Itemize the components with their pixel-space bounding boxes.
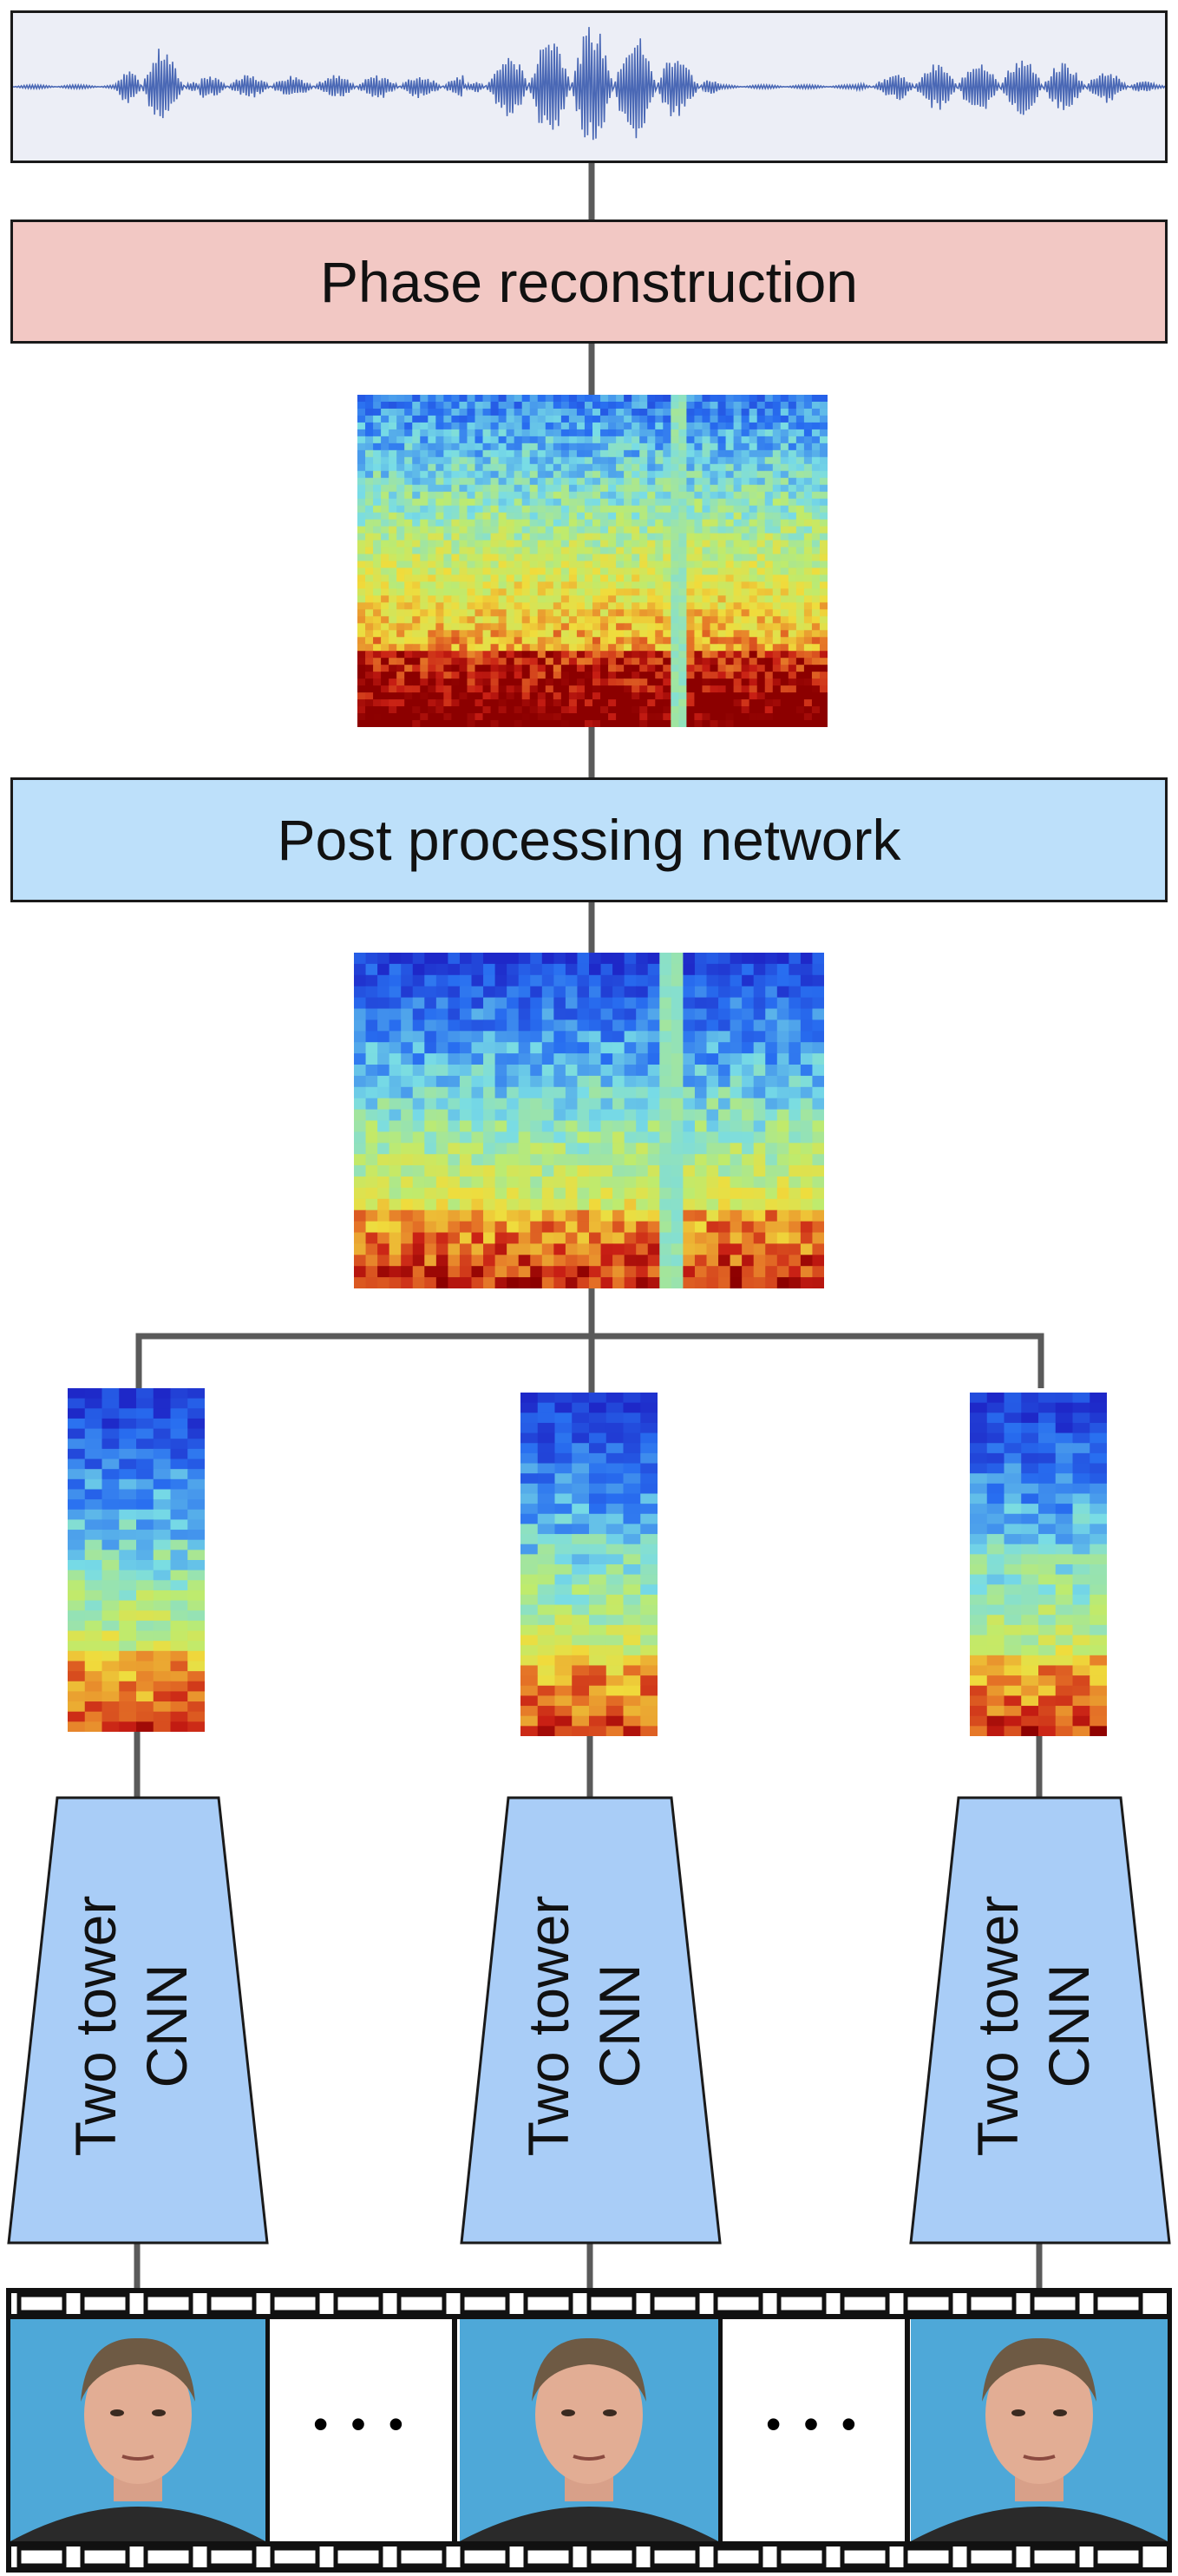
audio-waveform: [13, 27, 1165, 141]
tower-trapezoid-1: [7, 1796, 269, 2245]
tower-trapezoid-3: [909, 1796, 1171, 2245]
sprocket-hole: [80, 2546, 130, 2568]
sprocket-hole: [1030, 2546, 1080, 2568]
sprocket-hole: [16, 2546, 67, 2568]
sprocket-hole: [1030, 2292, 1080, 2315]
sprocket-hole: [776, 2292, 827, 2315]
sprocket-hole: [966, 2546, 1017, 2568]
sprocket-hole: [460, 2292, 510, 2315]
tower-trapezoid-2: [460, 1796, 722, 2245]
mel-spectrogram: [354, 953, 824, 1288]
output-spectrogram: [357, 395, 828, 727]
sprocket-hole: [16, 2292, 67, 2315]
spectrogram-chunk-1: [68, 1388, 205, 1732]
sprocket-hole: [650, 2292, 700, 2315]
ellipsis-1: • • •: [312, 2400, 409, 2448]
sprocket-hole: [460, 2546, 510, 2568]
waveform-trace: [13, 27, 1165, 141]
sprocket-hole: [713, 2292, 763, 2315]
sprocket-hole: [586, 2546, 637, 2568]
video-frame-face-3: [911, 2319, 1168, 2541]
sprocket-hole: [206, 2292, 257, 2315]
phase-reconstruction-block: Phase reconstruction: [10, 220, 1168, 344]
ellipsis-2: • • •: [765, 2400, 862, 2448]
sprocket-hole: [206, 2546, 257, 2568]
sprocket-hole: [523, 2546, 573, 2568]
waveform-panel: [10, 10, 1168, 163]
sprocket-hole: [840, 2546, 890, 2568]
sprocket-hole: [1093, 2292, 1143, 2315]
sprocket-hole: [840, 2292, 890, 2315]
sprocket-hole: [1093, 2546, 1143, 2568]
sprocket-hole: [903, 2546, 953, 2568]
post-processing-label: Post processing network: [277, 808, 901, 872]
phase-reconstruction-label: Phase reconstruction: [319, 249, 858, 314]
sprocket-hole: [143, 2546, 193, 2568]
sprocket-hole: [776, 2546, 827, 2568]
sprocket-hole: [713, 2546, 763, 2568]
post-processing-block: Post processing network: [10, 777, 1168, 902]
sprocket-hole: [396, 2292, 447, 2315]
spectrogram-chunk-2: [520, 1393, 658, 1736]
sprocket-hole: [270, 2292, 320, 2315]
video-frame-face-1: [10, 2319, 265, 2541]
sprocket-hole: [396, 2546, 447, 2568]
sprocket-hole: [270, 2546, 320, 2568]
sprocket-hole: [143, 2292, 193, 2315]
spectrogram-chunk-3: [970, 1393, 1107, 1736]
sprocket-hole: [523, 2292, 573, 2315]
sprocket-hole: [80, 2292, 130, 2315]
sprocket-hole: [650, 2546, 700, 2568]
video-frame-face-2: [460, 2319, 718, 2541]
sprocket-hole: [966, 2292, 1017, 2315]
sprocket-hole: [586, 2292, 637, 2315]
sprocket-hole: [333, 2292, 383, 2315]
sprocket-hole: [333, 2546, 383, 2568]
sprocket-hole: [903, 2292, 953, 2315]
